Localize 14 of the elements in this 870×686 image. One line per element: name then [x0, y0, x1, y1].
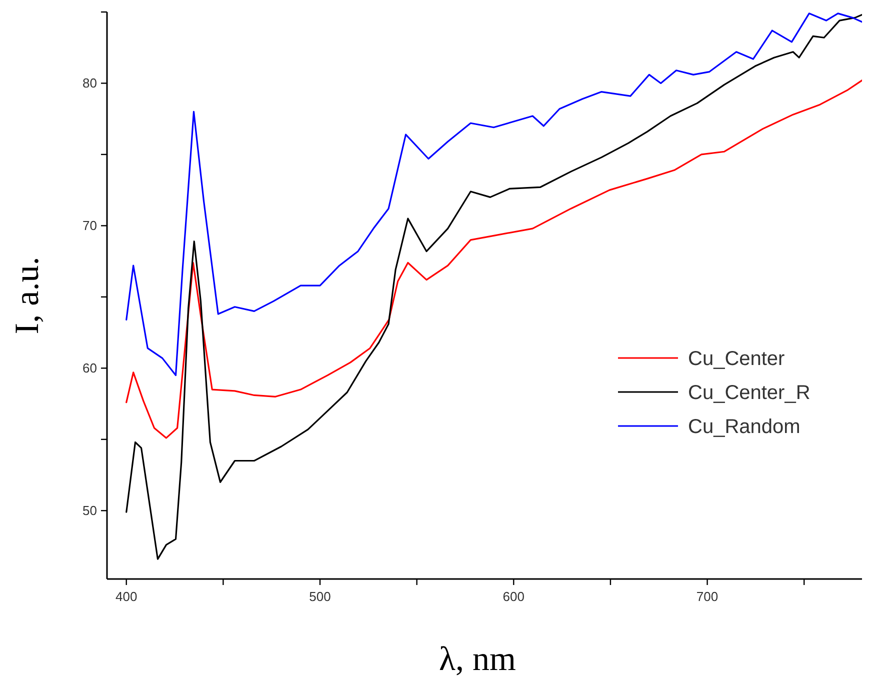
y-tick-label: 70	[82, 218, 97, 234]
x-tick-label: 700	[696, 589, 718, 604]
legend-label: Cu_Center	[688, 348, 786, 370]
x-tick-label: 600	[502, 589, 524, 604]
x-tick-label: 400	[116, 589, 138, 604]
y-tick-label: 50	[82, 503, 97, 518]
line-series	[126, 12, 862, 376]
x-axis-title: λ, nm	[439, 641, 516, 678]
legend-label: Cu_Center_R	[688, 382, 810, 404]
y-axis-title: I, a.u.	[9, 256, 46, 334]
y-tick-label: 60	[82, 360, 97, 376]
x-tick-label: 500	[309, 589, 331, 604]
legend-label: Cu_Random	[688, 416, 800, 438]
y-tick-label: 80	[82, 76, 97, 91]
